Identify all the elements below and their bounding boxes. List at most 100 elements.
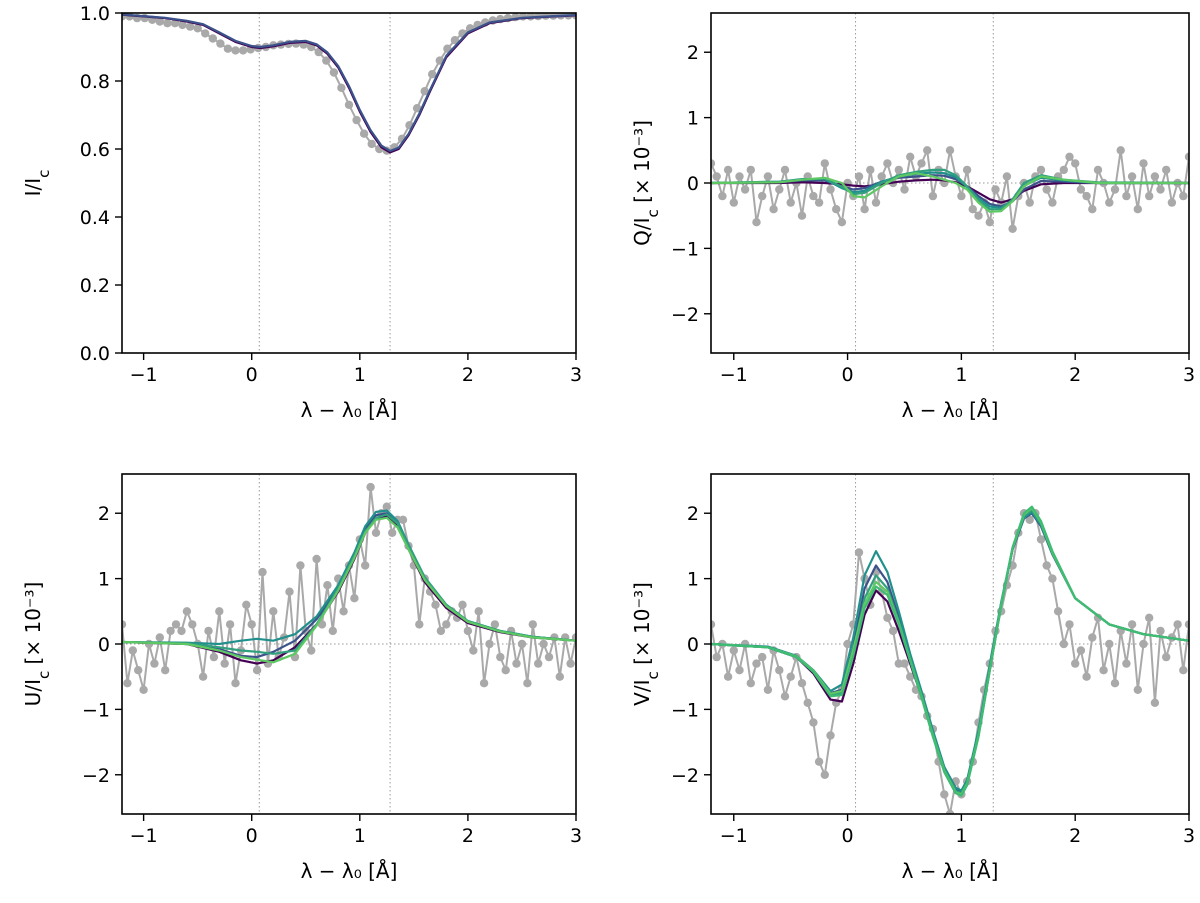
panel-i: −1 0 1 2 3 0.0 0.2 0.4 0.6 0.8 1.0 λ − λ₀ [Å] I/Ic [21,3,582,422]
x-tick-label: 2 [1069,825,1081,847]
observed-point [1122,659,1131,668]
observed-point [242,600,251,609]
observed-point [1162,165,1171,175]
observed-point [923,146,932,155]
observed-point [826,185,835,194]
y-tick-label: 2 [687,503,699,525]
observed-point [225,620,235,629]
y-tick-label: 0 [687,634,699,656]
observed-point [906,152,915,161]
observed-point [366,482,375,492]
observed-point [1184,620,1189,629]
observed-point [359,129,369,138]
y-axis-label: V/Ic [× 10⁻³] [630,582,662,706]
x-tick-label: 1 [955,825,967,847]
plot-area [122,474,576,814]
x-tick-label: −1 [720,825,748,847]
observed-point [820,159,829,168]
observed-point [161,666,170,675]
observed-point [814,198,824,207]
observed-point [1156,185,1165,194]
observed-point [1133,205,1143,214]
observed-point [991,185,1000,194]
observed-point [723,165,733,175]
observed-point [1179,191,1188,201]
observed-point [223,44,233,53]
observed-point [198,672,208,681]
observed-point [775,666,784,675]
y-tick-label: 2 [98,503,110,525]
observed-point [763,685,773,694]
observed-point [523,679,532,688]
observed-point [463,626,473,636]
observed-point [775,185,784,194]
observed-point [1173,620,1182,629]
observed-point [123,679,132,688]
observed-point [1105,639,1114,649]
observed-point [247,620,256,629]
y-tick-label: −2 [671,765,699,787]
observed-point [350,594,359,603]
observed-line [122,486,576,691]
observed-point [209,652,219,662]
observed-point [544,652,554,662]
observed-point [735,172,744,181]
observed-point [797,679,807,688]
observed-point [820,770,829,779]
y-tick-label: −2 [671,304,699,326]
plot-area [711,474,1189,814]
observed-point [450,36,460,45]
plot-area [711,13,1189,353]
observed-point [1036,535,1046,544]
observed-point [826,731,835,740]
observed-point [220,659,229,668]
observed-point [1065,152,1074,161]
observed-point [974,211,983,220]
y-tick-label: −1 [82,699,110,721]
observed-point [431,600,440,609]
observed-point [1145,191,1154,201]
observed-point [752,218,761,227]
observed-point [485,639,494,649]
y-tick-label: 1 [687,569,699,591]
observed-point [1093,165,1103,175]
y-tick-label: 2 [687,42,699,64]
observed-point [968,205,977,214]
observed-line [122,14,576,152]
observed-point [188,620,197,629]
x-axis-label: λ − λ₀ [Å] [902,398,999,422]
observed-point [182,607,192,616]
observed-point [854,548,864,557]
observed-point [322,56,331,65]
observed-point [128,646,137,655]
observed-point [479,679,489,688]
observed-point [512,659,521,668]
observed-point [809,718,818,727]
model-line-3 [711,168,1189,211]
observed-point [163,19,172,28]
observed-point [985,218,994,227]
observed-point [1145,613,1154,622]
observed-point [428,70,437,79]
observed-point [888,626,898,636]
y-axis-label: I/Ic [21,170,53,197]
observed-point [945,146,955,155]
observed-point [1076,646,1086,655]
observed-point [1025,198,1034,207]
observed-point [285,587,294,596]
observed-point [1048,198,1057,207]
x-tick-label: −1 [130,364,158,386]
x-tick-label: 0 [842,825,854,847]
x-tick-label: 2 [1069,364,1081,386]
observed-line [711,511,1189,814]
observed-point [1053,607,1063,616]
observed-point [746,165,755,175]
observed-point [712,652,721,662]
observed-point [877,172,886,181]
x-tick-label: 1 [354,825,366,847]
x-tick-label: 2 [462,825,474,847]
observed-point [208,34,217,43]
observed-point [555,672,564,681]
observed-point [729,646,738,655]
